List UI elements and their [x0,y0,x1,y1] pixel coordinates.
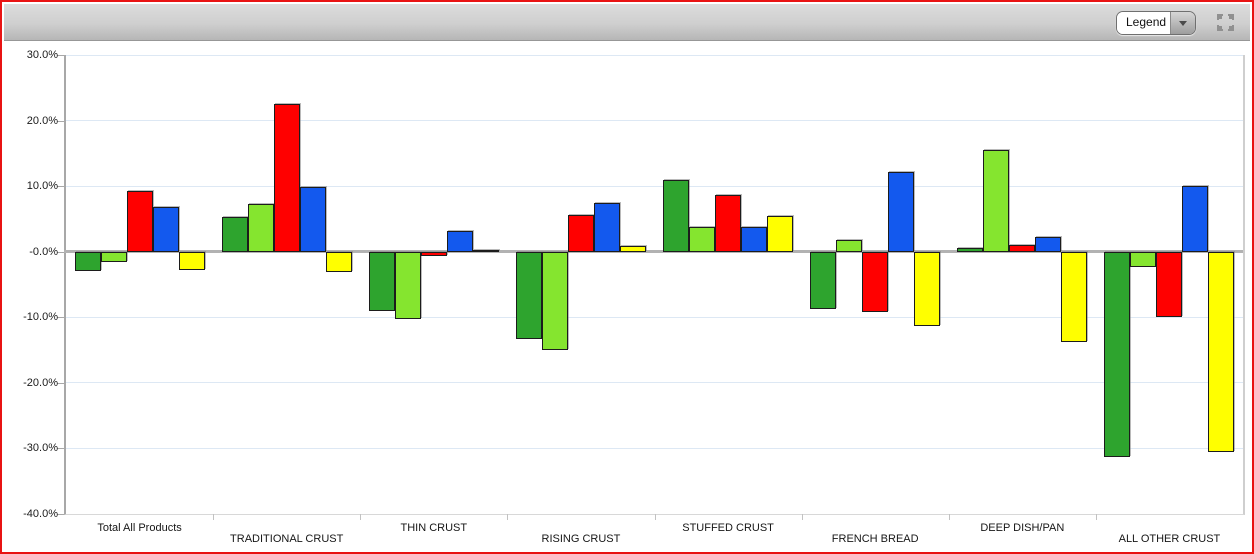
bar-light-green[interactable] [100,251,127,262]
toolbar: Legend [4,4,1250,41]
y-axis-tick-label: -0.0% [29,245,58,258]
y-axis-tick [57,448,64,450]
bar-green[interactable] [663,179,690,252]
x-axis-category-label: FRENCH BREAD [831,533,919,545]
gridline [66,54,1243,56]
bar-green[interactable] [810,251,837,310]
bar-red[interactable] [1009,244,1036,252]
bar-red[interactable] [567,214,594,252]
bar-red[interactable] [273,103,300,252]
gridline [66,316,1243,318]
bar-yellow[interactable] [767,215,794,252]
y-axis-tick [57,55,64,56]
bar-blue[interactable] [1182,186,1209,252]
bar-yellow[interactable] [472,249,499,252]
x-axis-category-label: THIN CRUST [400,522,468,534]
x-axis-category-label: STUFFED CRUST [682,522,774,534]
bar-yellow[interactable] [1061,251,1088,342]
bar-red[interactable] [1156,251,1183,318]
bar-red[interactable] [420,251,447,256]
y-axis-tick-label: 30.0% [26,49,58,61]
x-axis-tick [507,514,509,520]
legend-dropdown-label: Legend [1117,12,1170,34]
bar-blue[interactable] [446,230,473,252]
y-axis-tick-label: 10.0% [26,180,58,193]
chevron-down-icon [1179,20,1187,26]
bar-light-green[interactable] [394,251,421,320]
bar-light-green[interactable] [247,203,274,252]
y-axis-tick-label: -30.0% [23,442,58,455]
bar-green[interactable] [1104,251,1131,457]
x-axis-category-label: DEEP DISH/PAN [980,522,1065,534]
bar-blue[interactable] [888,171,915,252]
bar-light-green[interactable] [689,226,716,252]
bar-yellow[interactable] [914,251,941,327]
y-axis-tick [57,317,64,319]
y-axis-tick-label: -40.0% [23,508,58,520]
bar-blue[interactable] [299,187,326,252]
bar-red[interactable] [862,251,889,313]
x-axis-category-label: RISING CRUST [541,533,621,545]
bar-light-green[interactable] [836,239,863,252]
bar-light-green[interactable] [541,251,568,351]
y-axis-tick [57,382,64,384]
y-axis-tick-label: 20.0% [26,114,58,127]
x-axis-tick [948,514,950,520]
maximize-icon[interactable] [1217,14,1234,31]
x-axis-tick [213,514,215,520]
x-axis-tick [801,514,803,520]
bar-yellow[interactable] [325,251,352,273]
bar-green[interactable] [368,251,395,311]
zero-line [64,250,1243,254]
bar-blue[interactable] [741,227,768,252]
bar-blue[interactable] [593,203,620,252]
legend-dropdown-button[interactable] [1170,12,1195,34]
gridline [66,185,1243,187]
x-axis-tick [1095,514,1097,520]
x-axis-tick [654,514,656,520]
y-axis-tick [57,120,64,122]
bar-light-green[interactable] [1130,251,1157,267]
bar-yellow[interactable] [1208,251,1235,452]
legend-dropdown[interactable]: Legend [1116,11,1196,35]
bar-green[interactable] [74,251,101,272]
maximize-icon-glyph [1217,14,1234,31]
gridline [66,382,1243,384]
bar-chart: 30.0% 20.0% 10.0% -0.0% -10.0% -20.0% -30.0% -4… [4,41,1250,550]
bar-blue[interactable] [152,207,179,252]
bar-green[interactable] [515,251,542,339]
plot-area: 30.0% 20.0% 10.0% -0.0% -10.0% -20.0% -30.0% -4… [23,49,1245,545]
x-axis-category-label: TRADITIONAL CRUST [230,533,344,545]
bar-red[interactable] [126,191,153,252]
y-axis-tick [57,186,64,188]
bar-green[interactable] [957,248,984,252]
bar-yellow[interactable] [178,251,205,271]
bar-red[interactable] [715,194,742,252]
y-axis-tick [57,251,64,253]
gridline [66,120,1243,122]
bar-blue[interactable] [1035,237,1062,252]
x-axis-category-label: Total All Products [97,522,182,534]
y-axis-tick [57,514,64,515]
x-axis-category-label: ALL OTHER CRUST [1118,533,1221,545]
bar-yellow[interactable] [619,246,646,252]
x-axis-tick [360,514,362,520]
y-axis-tick-label: -10.0% [23,311,58,324]
bar-light-green[interactable] [983,150,1010,252]
gridline [66,447,1243,449]
y-axis-tick-label: -20.0% [23,376,58,389]
bar-green[interactable] [221,216,248,252]
